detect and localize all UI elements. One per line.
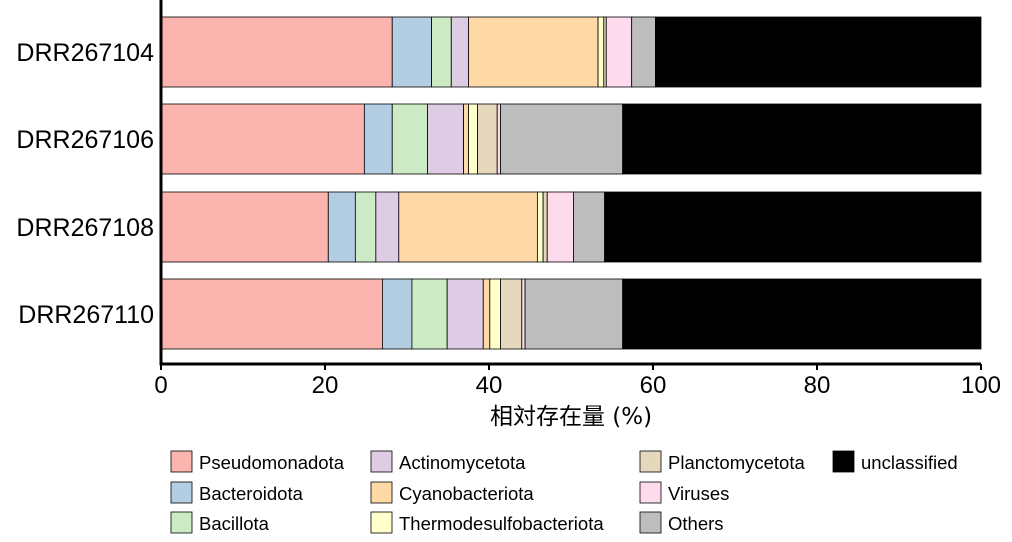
legend-label-viruses: Viruses [668, 483, 729, 504]
category-label-drr267108: DRR267108 [16, 214, 154, 242]
bar-segment-others-drr267108 [573, 191, 606, 263]
bar-segment-cyanobacteriota-drr267108 [398, 191, 538, 263]
bar-segment-pseudomonadota-drr267106 [160, 103, 365, 175]
bar-segment-actinomycetota-drr267110 [446, 278, 484, 350]
bar-segment-viruses-drr267104 [605, 16, 633, 88]
legend-swatch-planctomycetota [639, 450, 662, 473]
category-labels: DRR267104 DRR267106 DRR267108 DRR267110 [16, 39, 154, 329]
bar-segment-bacteroidota-drr267104 [391, 16, 432, 88]
legend: Pseudomonadota Bacteroidota Bacillota Actin… [170, 450, 958, 534]
bar-segment-unclassified-drr267110 [622, 278, 982, 350]
legend-label-bacteroidota: Bacteroidota [199, 483, 304, 504]
bar-segment-cyanobacteriota-drr267104 [468, 16, 599, 88]
bar-segment-unclassified-drr267108 [604, 191, 982, 263]
x-ticks: 0 20 40 60 80 100 [154, 364, 1001, 399]
x-tick-label: 40 [476, 372, 503, 399]
bar-segment-bacillota-drr267106 [391, 103, 428, 175]
x-tick-label: 100 [961, 372, 1001, 399]
bar-segment-bacillota-drr267104 [431, 16, 452, 88]
bar-segment-unclassified-drr267106 [622, 103, 982, 175]
x-axis-title: 相対存在量 (%) [490, 404, 652, 430]
bar-segment-cyanobacteriota-drr267110 [482, 278, 491, 350]
bars-group [160, 16, 982, 350]
legend-label-cyanobacteriota: Cyanobacteriota [399, 483, 534, 504]
bar-segment-viruses-drr267106 [496, 103, 501, 175]
legend-swatch-actinomycetota [370, 450, 393, 473]
x-tick-label: 60 [640, 372, 667, 399]
legend-swatch-cyanobacteriota [370, 481, 393, 504]
legend-swatch-pseudomonadota [170, 450, 193, 473]
bar-segment-planctomycetota-drr267106 [477, 103, 498, 175]
bar-segment-viruses-drr267110 [521, 278, 526, 350]
bar-segment-bacteroidota-drr267106 [363, 103, 393, 175]
bar-segment-bacteroidota-drr267108 [327, 191, 356, 263]
bar-segment-thermodesulfobacteriota-drr267106 [468, 103, 478, 175]
legend-swatch-viruses [639, 481, 662, 504]
legend-swatch-others [639, 511, 662, 534]
legend-swatch-bacteroidota [170, 481, 193, 504]
legend-label-bacillota: Bacillota [199, 513, 270, 534]
category-label-drr267110: DRR267110 [18, 301, 154, 329]
bar-segment-others-drr267106 [500, 103, 624, 175]
bar-segment-pseudomonadota-drr267110 [160, 278, 383, 350]
bar-segment-pseudomonadota-drr267108 [160, 191, 329, 263]
x-tick-label: 80 [804, 372, 831, 399]
bar-segment-pseudomonadota-drr267104 [160, 16, 393, 88]
legend-label-pseudomonadota: Pseudomonadota [199, 452, 345, 473]
bar-segment-thermodesulfobacteriota-drr267108 [536, 191, 544, 263]
x-tick-label: 0 [154, 372, 167, 399]
bar-segment-thermodesulfobacteriota-drr267104 [597, 16, 605, 88]
legend-label-actinomycetota: Actinomycetota [399, 452, 526, 473]
category-label-drr267104: DRR267104 [16, 39, 154, 67]
legend-swatch-thermodesulfobacteriota [370, 511, 393, 534]
legend-label-thermodesulfobacteriota: Thermodesulfobacteriota [399, 513, 604, 534]
bar-segment-bacillota-drr267110 [411, 278, 448, 350]
bar-segment-others-drr267110 [524, 278, 624, 350]
x-tick-label: 20 [312, 372, 339, 399]
bar-segment-others-drr267104 [631, 16, 656, 88]
legend-label-planctomycetota: Planctomycetota [668, 452, 805, 473]
bar-segment-actinomycetota-drr267108 [375, 191, 400, 263]
bar-segment-bacteroidota-drr267110 [381, 278, 413, 350]
bar-segment-cyanobacteriota-drr267106 [463, 103, 469, 175]
legend-label-others: Others [668, 513, 724, 534]
bar-segment-actinomycetota-drr267104 [450, 16, 469, 88]
bar-segment-viruses-drr267108 [546, 191, 574, 263]
bar-segment-planctomycetota-drr267110 [500, 278, 523, 350]
bar-segment-planctomycetota-drr267108 [542, 191, 548, 263]
legend-label-unclassified: unclassified [861, 452, 958, 473]
bar-segment-unclassified-drr267104 [655, 16, 982, 88]
bar-segment-bacillota-drr267108 [354, 191, 377, 263]
bar-segment-actinomycetota-drr267106 [427, 103, 464, 175]
legend-swatch-unclassified [832, 450, 855, 473]
bar-segment-thermodesulfobacteriota-drr267110 [489, 278, 501, 350]
legend-swatch-bacillota [170, 511, 193, 534]
category-label-drr267106: DRR267106 [16, 126, 154, 154]
